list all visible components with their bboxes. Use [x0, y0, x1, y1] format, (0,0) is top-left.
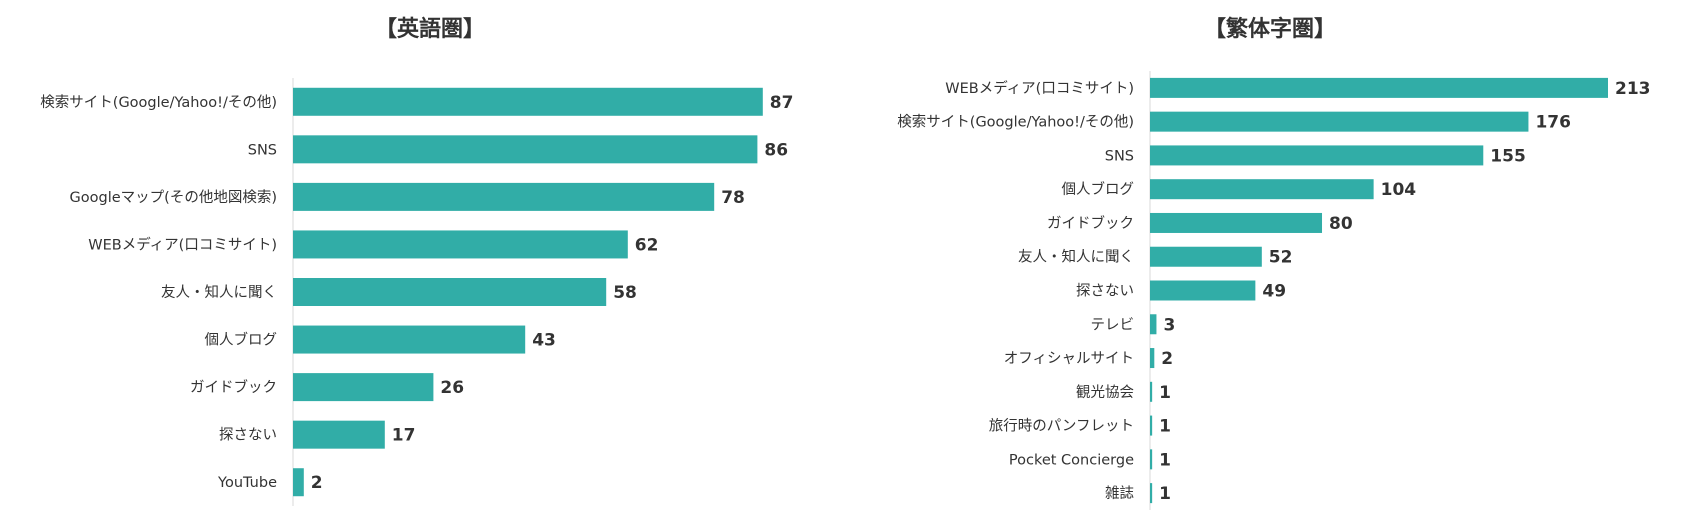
data-label: 17 — [392, 426, 416, 446]
category-label: ガイドブック — [190, 378, 277, 396]
bar-chart-english: 【英語圏】検索サイト(Google/Yahoo!/その他) 87 SNS 86 Goog… — [40, 16, 794, 506]
category-label: YouTube — [217, 475, 277, 491]
data-label: 78 — [721, 188, 745, 208]
category-label: 探さない — [1076, 283, 1134, 300]
chart-panel-english: 【英語圏】検索サイト(Google/Yahoo!/その他) 87 SNS 86 Goog… — [0, 0, 840, 517]
data-label: 1 — [1159, 450, 1171, 470]
bar — [1150, 348, 1155, 369]
bar — [293, 278, 607, 306]
category-label: WEBメディア(口コミサイト) — [945, 79, 1134, 97]
data-label: 58 — [613, 283, 637, 303]
bar — [1150, 111, 1529, 132]
data-label: 176 — [1535, 113, 1571, 133]
bar — [293, 325, 526, 354]
category-label: 旅行時のパンフレット — [989, 418, 1134, 435]
data-label: 52 — [1269, 248, 1293, 268]
data-label: 3 — [1163, 315, 1175, 335]
category-label: 探さない — [219, 427, 277, 444]
data-label: 1 — [1159, 417, 1171, 437]
bar-chart-traditional-chinese: 【繁体字圏】WEBメディア(口コミサイト) 213検索サイト(Google/Yah… — [897, 16, 1651, 510]
category-label: WEBメディア(口コミサイト) — [88, 235, 277, 253]
bar — [293, 182, 715, 211]
category-label: 観光協会 — [1076, 384, 1134, 401]
category-label: 雑誌 — [1105, 485, 1134, 502]
bar — [1150, 77, 1608, 98]
chart-panel-traditional-chinese: 【繁体字圏】 WEBメディア(口コミサイト) 213 検索サイト(Google/Yah… — [840, 0, 1708, 517]
bar — [1150, 179, 1374, 200]
category-label: テレビ — [1091, 316, 1135, 333]
data-label: 155 — [1490, 146, 1526, 166]
category-label: 友人・知人に聞く — [161, 284, 277, 301]
bar — [1150, 280, 1256, 301]
data-label: 86 — [764, 140, 788, 160]
data-label: 49 — [1262, 282, 1286, 302]
data-label: 1 — [1159, 484, 1171, 504]
data-label: 87 — [770, 93, 794, 113]
chart-title: 【繁体字圏】 — [1204, 16, 1336, 42]
category-label: SNS — [248, 142, 277, 158]
bar — [1150, 145, 1484, 166]
bar — [293, 230, 628, 259]
bar — [293, 135, 758, 164]
data-label: 62 — [635, 235, 659, 255]
data-label: 1 — [1159, 383, 1171, 403]
bar — [1150, 381, 1153, 402]
category-label: 検索サイト(Google/Yahoo!/その他) — [40, 94, 277, 111]
category-label: 個人ブログ — [1062, 180, 1135, 198]
bar — [1150, 483, 1153, 504]
category-label: Googleマップ(その他地図検索) — [70, 189, 277, 206]
category-label: 検索サイト(Google/Yahoo!/その他) — [897, 114, 1134, 131]
bar — [293, 87, 763, 116]
data-label: 2 — [311, 473, 323, 493]
bar — [1150, 212, 1323, 233]
category-label: SNS — [1105, 148, 1134, 164]
bar — [293, 468, 304, 497]
data-label: 213 — [1615, 79, 1651, 99]
category-label: オフィシャルサイト — [1004, 351, 1134, 367]
data-label: 2 — [1161, 349, 1173, 369]
bar — [293, 373, 434, 402]
category-label: 友人・知人に聞く — [1018, 249, 1134, 266]
category-label: 個人ブログ — [205, 331, 278, 349]
data-label: 104 — [1381, 180, 1417, 200]
data-label: 26 — [440, 378, 464, 398]
bar — [1150, 246, 1262, 267]
category-label: ガイドブック — [1047, 214, 1134, 232]
category-label: Pocket Concierge — [1009, 452, 1134, 468]
bar — [1150, 314, 1157, 335]
bar — [1150, 449, 1153, 470]
data-label: 43 — [532, 331, 556, 351]
bar — [1150, 415, 1153, 436]
data-label: 80 — [1329, 214, 1353, 234]
bar — [293, 420, 385, 449]
chart-title: 【英語圏】 — [375, 16, 485, 42]
